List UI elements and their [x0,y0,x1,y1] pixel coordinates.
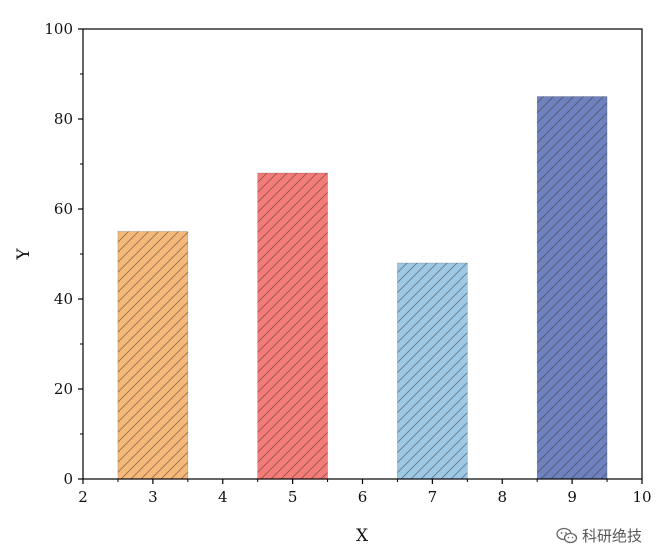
y-tick-label: 60 [54,200,73,218]
x-tick-label: 9 [567,488,577,506]
x-tick-label: 10 [632,488,651,506]
y-axis-title: Y [14,248,34,261]
watermark-text: 科研绝技 [581,527,642,545]
x-tick-label: 6 [358,488,368,506]
x-tick-label: 8 [497,488,507,506]
x-tick-label: 3 [148,488,158,506]
x-tick-label: 7 [428,488,438,506]
bar-x9 [536,96,608,480]
y-tick-label: 20 [54,380,73,398]
y-tick-label: 80 [54,110,73,128]
x-tick-label: 4 [218,488,228,506]
bar-x5 [257,172,328,480]
watermark: 科研绝技 [556,525,642,546]
bar-x7 [397,262,468,480]
y-tick-label: 0 [63,470,73,488]
y-tick-label: 40 [54,290,73,308]
x-axis-title: X [356,526,369,546]
x-tick-label: 2 [78,488,88,506]
wechat-icon [556,527,578,543]
bar-x3 [117,231,189,480]
x-tick-label: 5 [288,488,298,506]
y-tick-label: 100 [44,20,73,38]
bars-layer [117,96,608,480]
